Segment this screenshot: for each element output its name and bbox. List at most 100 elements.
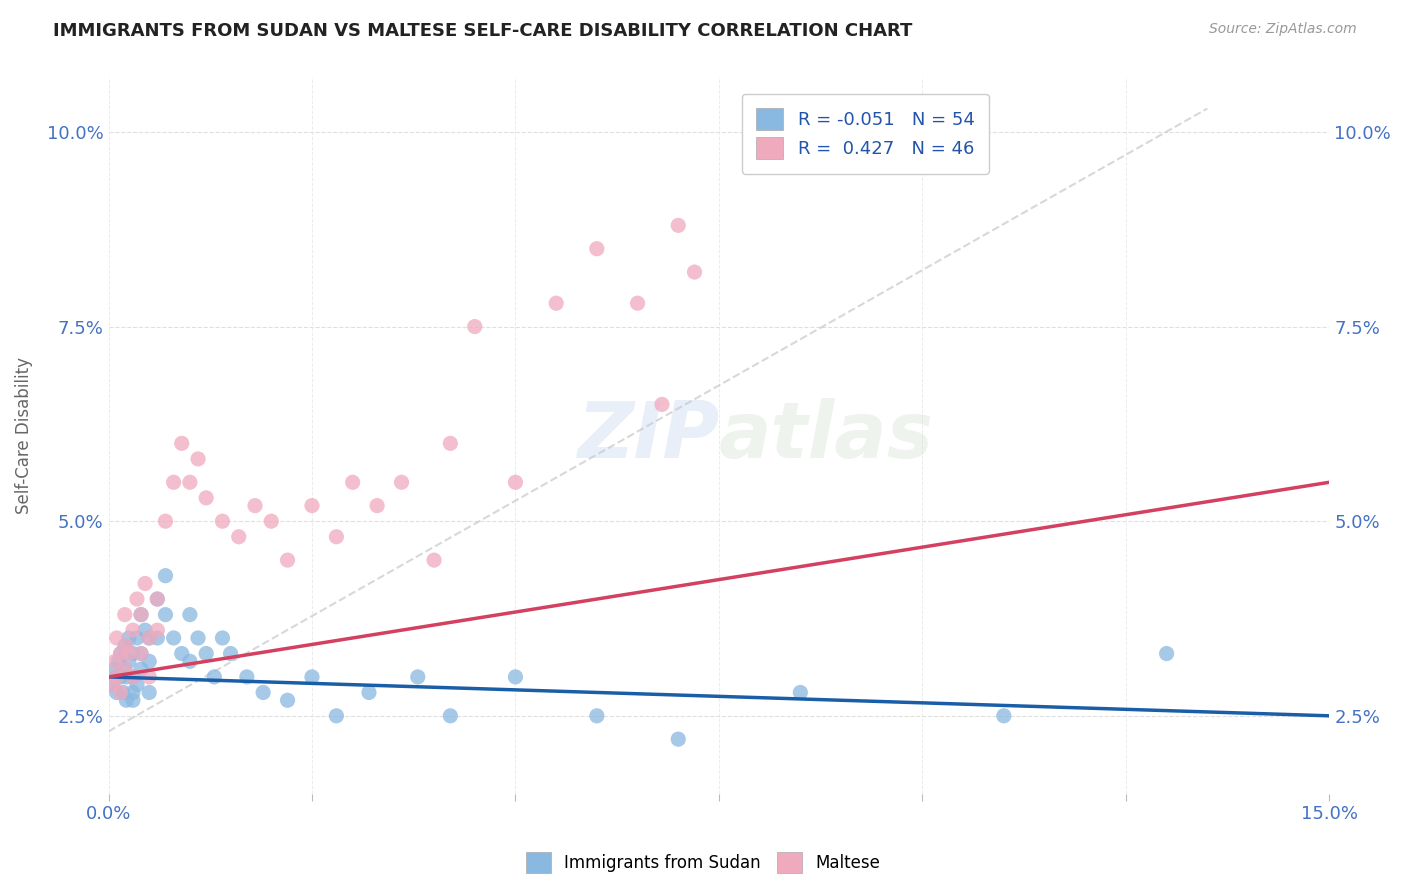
- Point: [202, 670, 225, 684]
- Point: [195, 647, 218, 661]
- Point: [146, 592, 169, 607]
- Point: [505, 475, 527, 490]
- Point: [391, 475, 413, 490]
- Point: [170, 436, 193, 450]
- Point: [129, 662, 152, 676]
- Point: [195, 491, 218, 505]
- Point: [101, 678, 124, 692]
- Point: [146, 592, 169, 607]
- Point: [179, 654, 201, 668]
- Point: [277, 553, 299, 567]
- Point: [236, 670, 259, 684]
- Text: Source: ZipAtlas.com: Source: ZipAtlas.com: [1209, 22, 1357, 37]
- Point: [211, 631, 233, 645]
- Point: [104, 654, 127, 668]
- Point: [423, 553, 446, 567]
- Point: [666, 732, 689, 747]
- Point: [122, 623, 145, 637]
- Point: [155, 607, 177, 622]
- Point: [146, 623, 169, 637]
- Text: IMMIGRANTS FROM SUDAN VS MALTESE SELF-CARE DISABILITY CORRELATION CHART: IMMIGRANTS FROM SUDAN VS MALTESE SELF-CA…: [53, 22, 912, 40]
- Point: [243, 499, 266, 513]
- Point: [211, 514, 233, 528]
- Point: [187, 631, 209, 645]
- Point: [586, 708, 609, 723]
- Point: [170, 647, 193, 661]
- Point: [125, 592, 148, 607]
- Point: [626, 296, 648, 310]
- Point: [105, 670, 128, 684]
- Point: [586, 242, 609, 256]
- Point: [110, 685, 132, 699]
- Point: [114, 662, 136, 676]
- Point: [464, 319, 486, 334]
- Point: [325, 708, 347, 723]
- Point: [129, 607, 152, 622]
- Point: [366, 499, 388, 513]
- Point: [179, 475, 201, 490]
- Point: [134, 576, 156, 591]
- Point: [146, 631, 169, 645]
- Point: [105, 631, 128, 645]
- Point: [101, 678, 124, 692]
- Point: [122, 670, 145, 684]
- Point: [301, 499, 323, 513]
- Point: [138, 631, 160, 645]
- Point: [129, 647, 152, 661]
- Point: [325, 530, 347, 544]
- Point: [406, 670, 429, 684]
- Point: [162, 475, 184, 490]
- Point: [115, 670, 138, 684]
- Point: [260, 514, 283, 528]
- Y-axis label: Self-Care Disability: Self-Care Disability: [15, 357, 32, 514]
- Point: [439, 436, 461, 450]
- Point: [125, 678, 148, 692]
- Point: [546, 296, 568, 310]
- Point: [789, 685, 811, 699]
- Point: [179, 607, 201, 622]
- Point: [122, 685, 145, 699]
- Point: [115, 639, 138, 653]
- Point: [993, 708, 1015, 723]
- Point: [138, 670, 160, 684]
- Point: [134, 623, 156, 637]
- Point: [118, 647, 141, 661]
- Point: [122, 647, 145, 661]
- Point: [110, 647, 132, 661]
- Point: [122, 693, 145, 707]
- Point: [155, 568, 177, 582]
- Point: [301, 670, 323, 684]
- Point: [357, 685, 380, 699]
- Point: [219, 647, 242, 661]
- Point: [105, 670, 128, 684]
- Point: [107, 654, 129, 668]
- Point: [114, 639, 136, 653]
- Point: [342, 475, 364, 490]
- Point: [122, 670, 145, 684]
- Legend: Immigrants from Sudan, Maltese: Immigrants from Sudan, Maltese: [519, 846, 887, 880]
- Point: [439, 708, 461, 723]
- Text: ZIP: ZIP: [576, 398, 718, 474]
- Point: [666, 219, 689, 233]
- Legend: R = -0.051   N = 54, R =  0.427   N = 46: R = -0.051 N = 54, R = 0.427 N = 46: [742, 94, 988, 174]
- Point: [114, 662, 136, 676]
- Point: [110, 647, 132, 661]
- Point: [118, 631, 141, 645]
- Point: [115, 693, 138, 707]
- Point: [683, 265, 706, 279]
- Point: [114, 607, 136, 622]
- Point: [228, 530, 250, 544]
- Point: [277, 693, 299, 707]
- Point: [129, 647, 152, 661]
- Point: [105, 685, 128, 699]
- Point: [187, 451, 209, 466]
- Point: [252, 685, 274, 699]
- Point: [155, 514, 177, 528]
- Point: [110, 670, 132, 684]
- Point: [118, 654, 141, 668]
- Point: [138, 685, 160, 699]
- Point: [129, 607, 152, 622]
- Point: [104, 662, 127, 676]
- Point: [125, 631, 148, 645]
- Point: [651, 397, 673, 411]
